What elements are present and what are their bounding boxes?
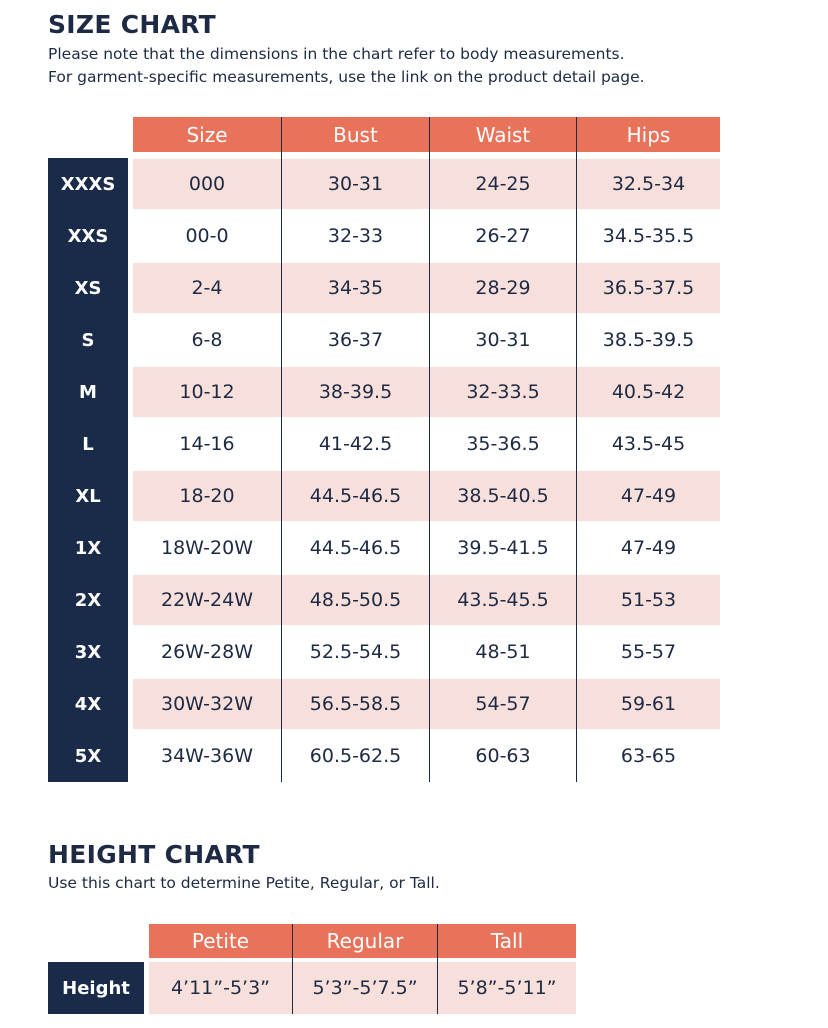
size-cell-waist: 43.5-45.5 <box>430 575 576 625</box>
size-row-label: 4X <box>48 678 128 730</box>
size-cell-size: 2-4 <box>133 263 281 313</box>
height-chart-header-tall: Tall <box>438 924 576 958</box>
size-row-label: S <box>48 314 128 366</box>
size-row-label: XS <box>48 262 128 314</box>
size-row-label: XXS <box>48 210 128 262</box>
size-row-label: 2X <box>48 574 128 626</box>
size-cell-bust: 48.5-50.5 <box>282 575 429 625</box>
size-chart-header-hips: Hips <box>577 117 720 152</box>
size-cell-size: 26W-28W <box>133 626 281 678</box>
size-cell-bust: 41-42.5 <box>282 418 429 470</box>
size-cell-bust: 52.5-54.5 <box>282 626 429 678</box>
size-cell-waist: 39.5-41.5 <box>430 522 576 574</box>
size-cell-hips: 36.5-37.5 <box>577 263 720 313</box>
size-column-divider <box>429 117 430 782</box>
size-cell-hips: 63-65 <box>577 730 720 782</box>
size-cell-hips: 38.5-39.5 <box>577 314 720 366</box>
size-row-label: 1X <box>48 522 128 574</box>
size-cell-bust: 44.5-46.5 <box>282 471 429 521</box>
height-column-divider <box>437 924 438 1014</box>
size-cell-bust: 36-37 <box>282 314 429 366</box>
size-cell-waist: 54-57 <box>430 679 576 729</box>
height-row-label: Height <box>48 962 144 1014</box>
size-row-label: XL <box>48 470 128 522</box>
size-chart-header-size: Size <box>133 117 281 152</box>
size-cell-hips: 40.5-42 <box>577 367 720 417</box>
size-column-divider <box>281 117 282 782</box>
size-cell-hips: 47-49 <box>577 522 720 574</box>
size-cell-hips: 51-53 <box>577 575 720 625</box>
height-cell-petite: 4’11”-5’3” <box>149 962 292 1014</box>
size-cell-bust: 30-31 <box>282 159 429 209</box>
size-cell-bust: 60.5-62.5 <box>282 730 429 782</box>
size-cell-waist: 24-25 <box>430 159 576 209</box>
size-cell-bust: 44.5-46.5 <box>282 522 429 574</box>
size-cell-waist: 60-63 <box>430 730 576 782</box>
size-cell-waist: 30-31 <box>430 314 576 366</box>
size-cell-size: 34W-36W <box>133 730 281 782</box>
size-cell-hips: 43.5-45 <box>577 418 720 470</box>
size-row-label: 3X <box>48 626 128 678</box>
size-row-label: 5X <box>48 730 128 782</box>
height-column-divider <box>292 924 293 1014</box>
size-column-divider <box>576 117 577 782</box>
height-chart-header-petite: Petite <box>149 924 292 958</box>
size-cell-waist: 35-36.5 <box>430 418 576 470</box>
size-cell-waist: 26-27 <box>430 210 576 262</box>
size-cell-hips: 55-57 <box>577 626 720 678</box>
size-cell-size: 000 <box>133 159 281 209</box>
size-cell-bust: 38-39.5 <box>282 367 429 417</box>
size-cell-size: 18W-20W <box>133 522 281 574</box>
size-cell-size: 30W-32W <box>133 679 281 729</box>
height-chart-title: HEIGHT CHART <box>48 840 260 869</box>
size-row-label: L <box>48 418 128 470</box>
size-chart-header-bust: Bust <box>282 117 429 152</box>
size-cell-waist: 38.5-40.5 <box>430 471 576 521</box>
size-chart-title: SIZE CHART <box>48 10 217 39</box>
size-cell-bust: 32-33 <box>282 210 429 262</box>
size-cell-bust: 34-35 <box>282 263 429 313</box>
height-chart-header-regular: Regular <box>293 924 437 958</box>
size-cell-bust: 56.5-58.5 <box>282 679 429 729</box>
size-chart-header-waist: Waist <box>430 117 576 152</box>
height-cell-regular: 5’3”-5’7.5” <box>293 962 437 1014</box>
size-row-label: M <box>48 366 128 418</box>
size-cell-size: 18-20 <box>133 471 281 521</box>
size-chart-note-line1: Please note that the dimensions in the c… <box>48 45 625 63</box>
size-cell-size: 10-12 <box>133 367 281 417</box>
size-cell-waist: 32-33.5 <box>430 367 576 417</box>
size-cell-waist: 28-29 <box>430 263 576 313</box>
size-cell-hips: 47-49 <box>577 471 720 521</box>
size-cell-hips: 34.5-35.5 <box>577 210 720 262</box>
size-cell-size: 14-16 <box>133 418 281 470</box>
size-chart-note-line2: For garment-specific measurements, use t… <box>48 68 645 86</box>
size-cell-hips: 59-61 <box>577 679 720 729</box>
size-cell-size: 22W-24W <box>133 575 281 625</box>
height-chart-note: Use this chart to determine Petite, Regu… <box>48 874 440 892</box>
size-cell-waist: 48-51 <box>430 626 576 678</box>
height-cell-tall: 5’8”-5’11” <box>438 962 576 1014</box>
size-cell-hips: 32.5-34 <box>577 159 720 209</box>
size-cell-size: 6-8 <box>133 314 281 366</box>
size-row-label: XXXS <box>48 158 128 210</box>
size-cell-size: 00-0 <box>133 210 281 262</box>
